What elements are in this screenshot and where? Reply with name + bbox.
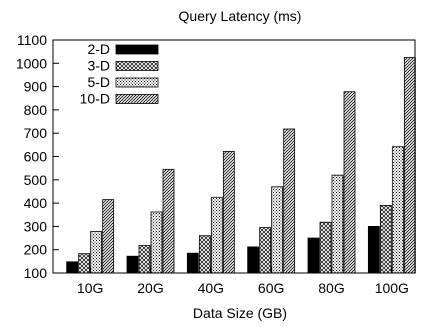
y-tick-label: 500 [24,172,48,188]
bar-10-D-10G [102,199,115,274]
y-tick-label: 700 [24,125,48,141]
bar-5-D-80G [331,174,344,274]
bar-5-D-40G [210,196,223,274]
legend-swatch [115,77,159,88]
legend-label: 3-D [87,58,110,74]
bar-10-D-40G [222,150,235,274]
legend-label: 5-D [87,74,110,90]
bar-5-D-60G [271,186,284,274]
y-tick-label: 300 [24,218,48,234]
y-tick-label: 600 [24,149,48,165]
x-tick-label: 60G [258,280,284,296]
bar-10-D-80G [343,91,356,274]
x-tick-label: 10G [77,280,103,296]
bar-10-D-100G [403,57,416,274]
bar-5-D-100G [391,146,404,274]
bar-3-D-40G [198,235,211,274]
x-tick-label: 40G [198,280,224,296]
plot-area: 100 200 300 400 500 600 700 800 900 1000 1100 10G 20… [16,32,416,296]
bar-3-D-100G [379,205,392,274]
legend-label: 2-D [87,41,110,57]
y-tick-label: 900 [24,79,48,95]
bar-10-D-60G [283,128,296,274]
bar-2-D-100G [367,225,380,274]
bar-2-D-40G [186,252,199,274]
bar-2-D-10G [66,261,79,274]
chart-title: Query Latency (ms) [179,8,302,24]
plot-frame [52,39,416,274]
legend: 2-D3-D5-D10-D [80,41,159,107]
bar-2-D-60G [247,246,260,274]
bar-2-D-80G [307,237,320,274]
legend-swatch [115,94,159,104]
bar-3-D-60G [259,227,272,274]
x-axis-label: Data Size (GB) [193,305,287,321]
bar-3-D-80G [319,221,332,274]
y-tick-label: 1100 [17,32,47,48]
legend-swatch [115,61,159,71]
legend-swatch [115,44,159,55]
x-tick-label: 80G [318,280,344,296]
x-tick-label: 100G [375,280,409,296]
y-tick-label: 200 [24,242,48,258]
bar-10-D-20G [162,168,175,274]
y-tick-label: 400 [24,195,48,211]
y-tick-label: 800 [24,102,48,118]
x-tick-label: 20G [137,280,163,296]
legend-label: 10-D [80,91,110,107]
y-tick-label: 1000 [16,55,47,71]
bar-3-D-10G [78,253,91,274]
bar-2-D-20G [126,255,139,274]
y-tick-label: 100 [24,265,48,281]
bar-3-D-20G [138,245,151,274]
bar-5-D-20G [150,211,163,274]
bar-5-D-10G [90,231,103,274]
